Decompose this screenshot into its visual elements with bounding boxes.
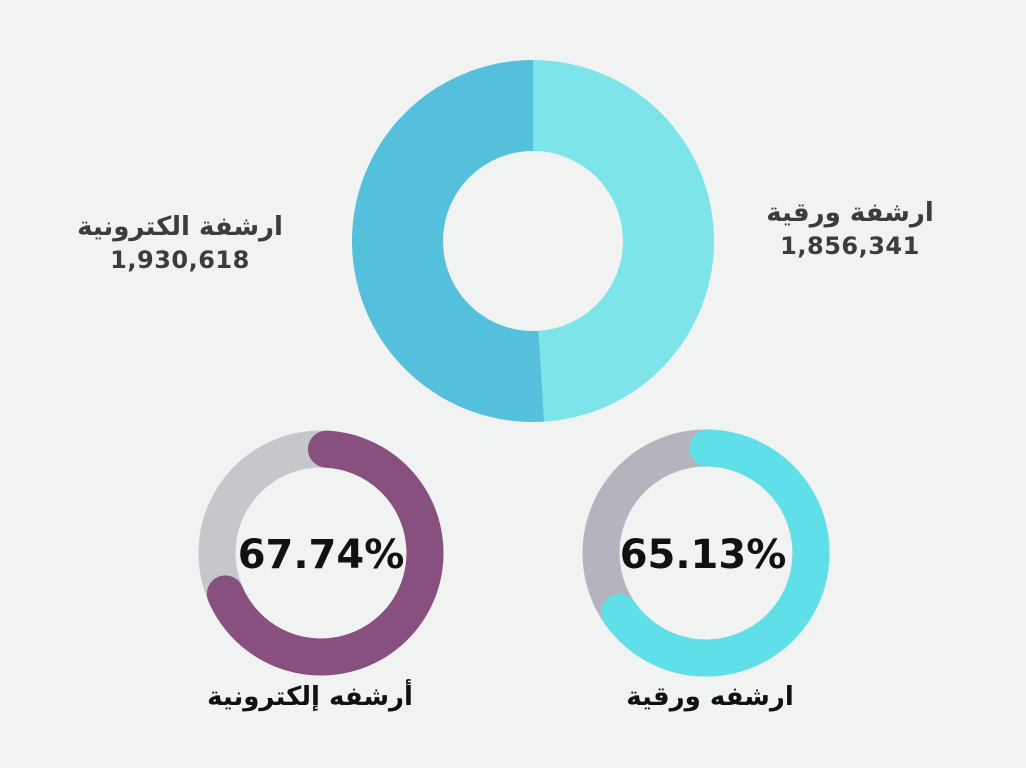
electronic-archive-ring — [198, 430, 444, 676]
ring-progress-arc — [206, 430, 444, 676]
electronic-archive-label: ارشفة الكترونية 1,930,618 — [50, 210, 310, 276]
donut-slice-electronic — [351, 60, 545, 422]
paper-ring-caption: ارشفه ورقية — [626, 682, 794, 712]
paper-archive-ring — [582, 429, 830, 677]
main-donut-chart — [351, 60, 714, 422]
electronic-percent-label: 67.74% — [238, 532, 405, 578]
paper-archive-value: 1,856,341 — [780, 232, 920, 260]
paper-archive-label: ارشفة ورقية 1,856,341 — [730, 196, 970, 262]
paper-archive-name: ارشفة ورقية — [766, 198, 934, 228]
paper-percent-label: 65.13% — [620, 532, 787, 578]
electronic-ring-caption: أرشفه إلكترونية — [207, 682, 413, 712]
electronic-archive-name: ارشفة الكترونية — [77, 212, 283, 242]
electronic-archive-value: 1,930,618 — [110, 246, 250, 274]
donut-slice-paper — [533, 60, 714, 422]
ring-progress-arc — [601, 429, 830, 677]
